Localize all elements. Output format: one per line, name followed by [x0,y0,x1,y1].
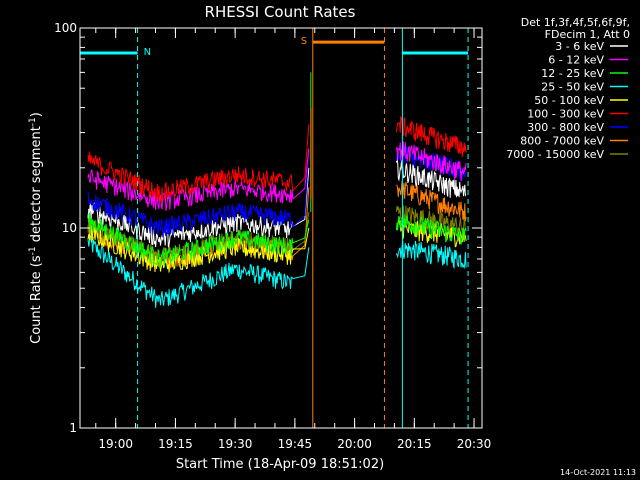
x-tick-label: 19:45 [278,437,313,451]
chart-title: RHESSI Count Rates [205,3,356,21]
x-tick-label: 19:30 [218,437,253,451]
x-tick-label: 19:00 [98,437,133,451]
series-line [395,141,467,182]
series-line [395,213,467,245]
legend-label: 3 - 6 keV [555,40,604,53]
legend-label: 7000 - 15000 keV [506,148,604,161]
series-line [395,158,467,198]
annotation-label: S [301,36,307,47]
chart-axes: 1 10 100 19:00 19:15 19:30 19:45 20:00 20:15 20:3… [54,21,491,451]
y-tick-label: 100 [54,21,77,35]
legend-label: 100 - 300 keV [527,108,604,121]
timestamp: 14-Oct-2021 11:13 [560,468,636,477]
series-line [87,235,310,308]
x-axis-label: Start Time (18-Apr-09 18:51:02) [176,457,384,472]
legend-label: 50 - 100 keV [534,94,604,107]
legend-title: FDecim 1, Att 0 [545,28,630,41]
chart-legend: Det 1f,3f,4f,5f,6f,9f,FDecim 1, Att 03 -… [506,16,630,161]
legend-label: 25 - 50 keV [541,81,604,94]
series-line [87,124,310,204]
legend-label: 300 - 800 keV [527,121,604,134]
series-line [87,211,310,269]
x-tick-label: 20:30 [457,437,492,451]
x-tick-label: 19:15 [158,437,193,451]
legend-label: 6 - 12 keV [548,54,604,67]
y-tick-label: 10 [62,221,77,235]
series-line [396,180,467,222]
series-line [395,115,467,158]
x-tick-label: 20:00 [337,437,372,451]
series-line [395,205,467,236]
legend-label: 12 - 25 keV [541,67,604,80]
chart-marks: NS [79,28,469,428]
y-axis-label: Count Rate (s-1 detector segment-1) [28,112,44,344]
legend-label: 800 - 7000 keV [520,135,604,148]
series-line [87,148,310,211]
series-line [395,240,467,270]
y-tick-label: 1 [69,421,77,435]
legend-title: Det 1f,3f,4f,5f,6f,9f, [521,16,630,29]
annotation-label: N [144,47,151,58]
x-tick-label: 20:15 [397,437,432,451]
series-line [87,151,310,238]
